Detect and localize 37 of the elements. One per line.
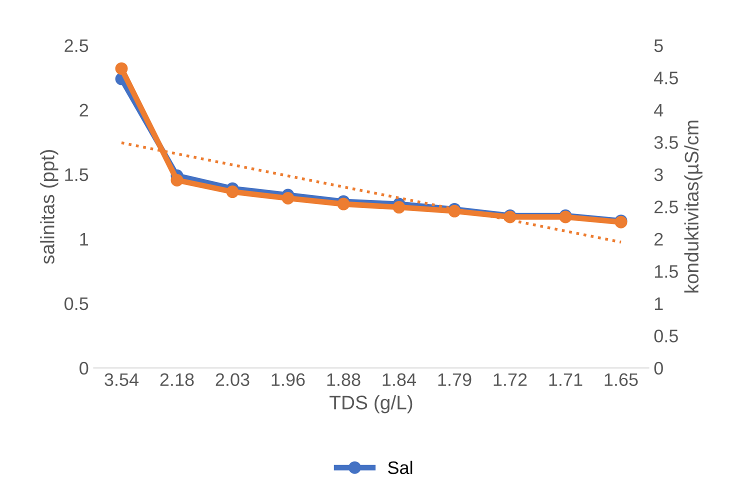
x-tick-label: 1.79: [438, 373, 472, 386]
x-tick-label: 1.96: [272, 373, 305, 386]
y2-tick-label: 3: [654, 168, 663, 182]
y2-tick-label: 2.5: [654, 200, 678, 214]
y2-tick-label: 0.5: [654, 330, 678, 342]
y2-tick-label: 4: [654, 104, 664, 116]
y-axis-title: salinitas (ppt): [40, 150, 58, 264]
x-axis-title: TDS (g/L): [330, 395, 412, 414]
x-tick-label: 2.18: [160, 373, 194, 386]
y-tick-label: 2: [80, 104, 88, 116]
y2-axis-title: konduktivitas(µS/cm: [684, 120, 702, 293]
y-tick-label: 1.5: [65, 168, 88, 182]
x-tick-label: 1.84: [382, 373, 416, 386]
y2-tick-label: 1: [654, 298, 663, 310]
x-tick-label: 3.54: [104, 373, 139, 386]
point: [392, 201, 406, 214]
legend-label: Sal: [388, 460, 412, 474]
y-tick-label: 0.5: [64, 297, 88, 310]
y2-tick-label: 4.5: [654, 72, 678, 84]
y2-tick-label: 3.5: [654, 136, 678, 149]
y2-tick-label: 1.5: [654, 265, 678, 278]
point: [282, 192, 294, 205]
x-tick-label: 1.71: [549, 373, 582, 386]
y-tick-label: 2.5: [64, 39, 88, 52]
point: [115, 62, 128, 75]
y2-tick-label: 5: [654, 39, 663, 52]
point: [337, 198, 350, 210]
x-tick-label: 2.03: [216, 373, 250, 386]
x-tick-label: 1.88: [327, 373, 360, 386]
y-tick-label: 0: [80, 362, 88, 375]
y2-tick-label: 2: [654, 232, 663, 246]
x-tick-label: 1.72: [494, 373, 527, 386]
y2-tick-label: 0: [654, 362, 663, 375]
point: [226, 186, 239, 198]
x-tick-label: 1.65: [604, 373, 638, 386]
point: [170, 174, 184, 186]
y-tick-label: 1: [80, 233, 88, 246]
